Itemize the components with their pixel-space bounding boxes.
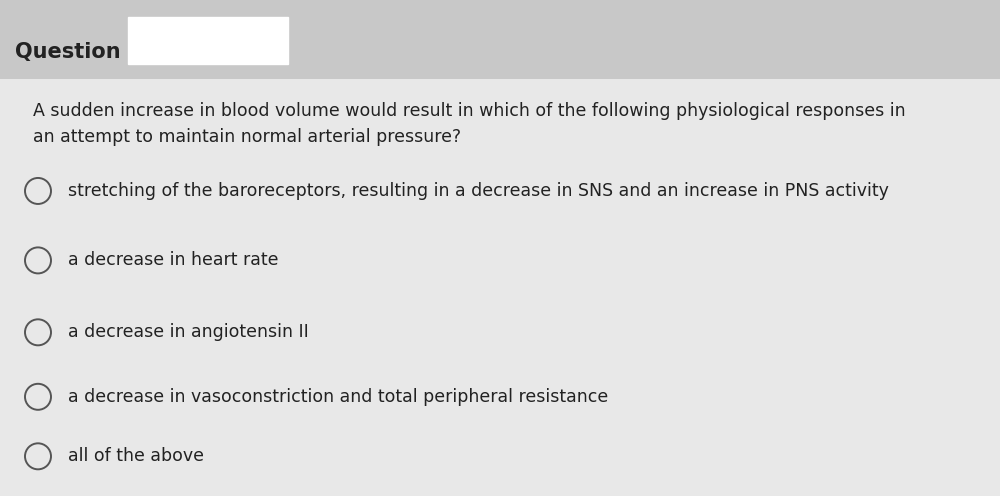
Text: Question 7: Question 7 bbox=[15, 42, 142, 62]
FancyBboxPatch shape bbox=[128, 17, 288, 64]
Text: a decrease in angiotensin II: a decrease in angiotensin II bbox=[68, 323, 309, 341]
Text: A sudden increase in blood volume would result in which of the following physiol: A sudden increase in blood volume would … bbox=[33, 102, 906, 146]
Text: a decrease in heart rate: a decrease in heart rate bbox=[68, 251, 278, 269]
Text: stretching of the baroreceptors, resulting in a decrease in SNS and an increase : stretching of the baroreceptors, resulti… bbox=[68, 182, 889, 200]
FancyBboxPatch shape bbox=[0, 79, 1000, 496]
Text: all of the above: all of the above bbox=[68, 447, 204, 465]
Text: a decrease in vasoconstriction and total peripheral resistance: a decrease in vasoconstriction and total… bbox=[68, 388, 608, 406]
